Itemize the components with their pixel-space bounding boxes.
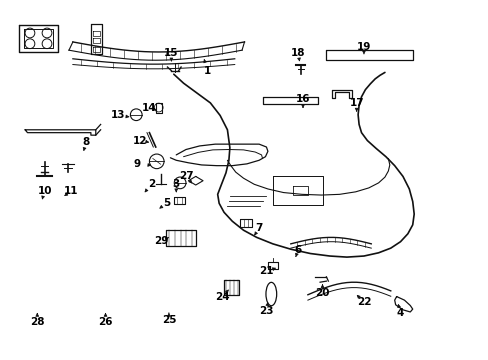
Text: 14: 14 [142,103,157,113]
Text: 12: 12 [132,136,146,145]
Text: 6: 6 [294,245,301,255]
Text: 26: 26 [98,317,113,327]
Text: 20: 20 [315,288,329,298]
Text: 24: 24 [215,292,229,302]
Text: 27: 27 [178,171,193,181]
Text: 17: 17 [348,98,363,108]
Text: 13: 13 [110,111,125,121]
Text: 16: 16 [295,94,309,104]
Text: 2: 2 [148,179,155,189]
Text: 3: 3 [172,179,180,189]
Text: 19: 19 [356,42,370,52]
Text: 25: 25 [162,315,176,325]
Text: 7: 7 [255,224,262,233]
Text: 11: 11 [64,186,79,196]
Text: 18: 18 [290,48,305,58]
Text: 29: 29 [154,236,168,246]
Text: 21: 21 [259,266,273,276]
Text: 15: 15 [164,48,178,58]
Text: 1: 1 [204,66,211,76]
Text: 23: 23 [259,306,273,316]
Text: 9: 9 [133,159,141,169]
Text: 28: 28 [30,317,44,327]
Text: 22: 22 [356,297,370,307]
Text: 8: 8 [82,138,89,147]
Text: 10: 10 [37,186,52,196]
Text: 4: 4 [396,308,404,318]
Text: 5: 5 [163,198,170,208]
